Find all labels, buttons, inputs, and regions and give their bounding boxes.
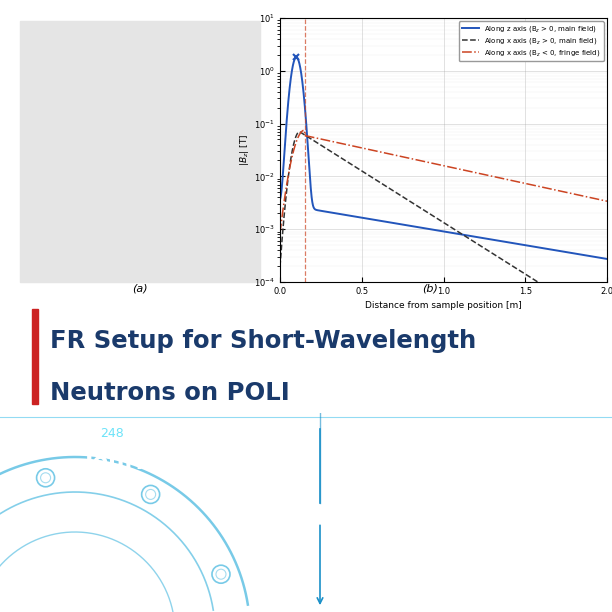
Along x axis (B$_z$ > 0, main field) xyxy=(296,128,303,135)
Text: HTS-110: HTS-110 xyxy=(462,547,548,565)
Bar xyxy=(32,309,38,404)
Along x axis (B$_z$ < 0, fringe field) xyxy=(603,198,611,205)
Along x axis (B$_z$ < 0, fringe field) xyxy=(300,127,308,134)
Text: (b): (b) xyxy=(422,284,438,294)
Along x axis (B$_z$ > 0, main field) xyxy=(314,140,321,147)
Along x axis (B$_z$ > 0, main field) xyxy=(416,204,424,211)
Line: Along z axis (B$_z$ > 0, main field): Along z axis (B$_z$ > 0, main field) xyxy=(280,58,607,259)
Along z axis (B$_z$ > 0, main field) xyxy=(597,254,604,261)
Along x axis (B$_z$ < 0, fringe field) xyxy=(562,188,569,196)
Along z axis (B$_z$ > 0, main field) xyxy=(314,206,321,214)
Line: Along x axis (B$_z$ > 0, main field): Along x axis (B$_z$ > 0, main field) xyxy=(280,132,607,326)
Along x axis (B$_z$ > 0, main field) xyxy=(402,195,409,202)
Along x axis (B$_z$ < 0, fringe field) xyxy=(277,230,284,237)
Legend: Along z axis (B$_z$ > 0, main field), Along x axis (B$_z$ > 0, main field), Alon: Along z axis (B$_z$ > 0, main field), Al… xyxy=(459,21,603,61)
Along x axis (B$_z$ > 0, main field) xyxy=(333,152,340,159)
Along z axis (B$_z$ > 0, main field) xyxy=(562,248,569,256)
Along z axis (B$_z$ > 0, main field) xyxy=(333,210,340,217)
Along x axis (B$_z$ > 0, main field) xyxy=(562,296,569,303)
Along z axis (B$_z$ > 0, main field) xyxy=(277,196,284,203)
Along x axis (B$_z$ > 0, main field) xyxy=(597,318,604,326)
Text: Journal of Applied Crystallography: Journal of Applied Crystallography xyxy=(84,451,528,474)
Line: Along x axis (B$_z$ < 0, fringe field): Along x axis (B$_z$ < 0, fringe field) xyxy=(280,130,607,233)
Text: Neutrons on POLI: Neutrons on POLI xyxy=(50,381,289,405)
Along z axis (B$_z$ > 0, main field) xyxy=(402,222,409,229)
Y-axis label: $|B_z|$ [T]: $|B_z|$ [T] xyxy=(238,134,252,166)
Along x axis (B$_z$ < 0, fringe field) xyxy=(402,154,409,161)
Text: 248: 248 xyxy=(100,427,124,440)
Along x axis (B$_z$ < 0, fringe field) xyxy=(314,135,321,142)
Along x axis (B$_z$ < 0, fringe field) xyxy=(416,157,424,164)
Along x axis (B$_z$ > 0, main field) xyxy=(277,263,284,270)
Along x axis (B$_z$ > 0, main field) xyxy=(603,322,611,329)
Text: FR Setup for Short-Wavelength: FR Setup for Short-Wavelength xyxy=(50,329,476,353)
Along z axis (B$_z$ > 0, main field) xyxy=(293,54,300,61)
X-axis label: Distance from sample position [m]: Distance from sample position [m] xyxy=(365,301,522,310)
Text: (a): (a) xyxy=(132,284,148,294)
Along x axis (B$_z$ < 0, fringe field) xyxy=(333,139,340,146)
Along x axis (B$_z$ < 0, fringe field) xyxy=(597,196,604,204)
Along z axis (B$_z$ > 0, main field) xyxy=(603,255,611,263)
Bar xyxy=(20,21,260,282)
Along z axis (B$_z$ > 0, main field) xyxy=(416,224,424,231)
